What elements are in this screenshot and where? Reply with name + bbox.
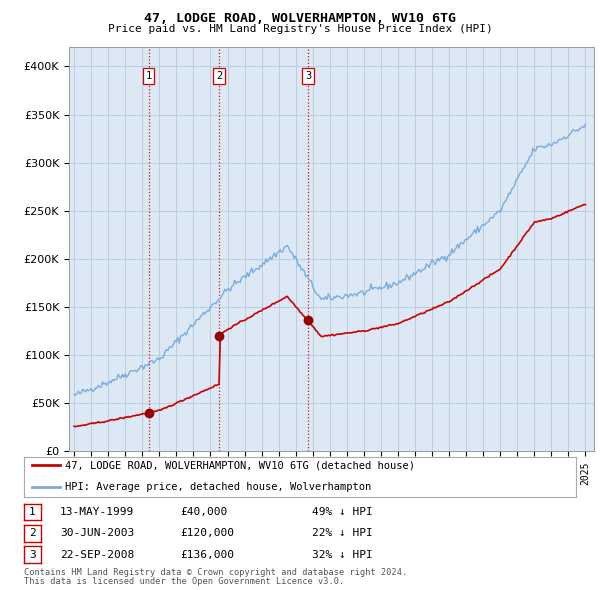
Text: £40,000: £40,000 [180, 507, 227, 517]
Text: 13-MAY-1999: 13-MAY-1999 [60, 507, 134, 517]
Text: 22-SEP-2008: 22-SEP-2008 [60, 550, 134, 559]
Text: 47, LODGE ROAD, WOLVERHAMPTON, WV10 6TG (detached house): 47, LODGE ROAD, WOLVERHAMPTON, WV10 6TG … [65, 460, 415, 470]
Text: Contains HM Land Registry data © Crown copyright and database right 2024.: Contains HM Land Registry data © Crown c… [24, 568, 407, 577]
Text: Price paid vs. HM Land Registry's House Price Index (HPI): Price paid vs. HM Land Registry's House … [107, 24, 493, 34]
Text: 3: 3 [29, 550, 36, 559]
Text: 49% ↓ HPI: 49% ↓ HPI [312, 507, 373, 517]
Text: £136,000: £136,000 [180, 550, 234, 559]
Text: 3: 3 [305, 71, 311, 81]
Text: 22% ↓ HPI: 22% ↓ HPI [312, 529, 373, 538]
Text: 32% ↓ HPI: 32% ↓ HPI [312, 550, 373, 559]
Text: 30-JUN-2003: 30-JUN-2003 [60, 529, 134, 538]
Text: HPI: Average price, detached house, Wolverhampton: HPI: Average price, detached house, Wolv… [65, 482, 371, 491]
Text: 47, LODGE ROAD, WOLVERHAMPTON, WV10 6TG: 47, LODGE ROAD, WOLVERHAMPTON, WV10 6TG [144, 12, 456, 25]
Text: 2: 2 [29, 529, 36, 538]
Text: 1: 1 [145, 71, 152, 81]
Text: £120,000: £120,000 [180, 529, 234, 538]
Text: This data is licensed under the Open Government Licence v3.0.: This data is licensed under the Open Gov… [24, 578, 344, 586]
Text: 1: 1 [29, 507, 36, 517]
Text: 2: 2 [216, 71, 222, 81]
